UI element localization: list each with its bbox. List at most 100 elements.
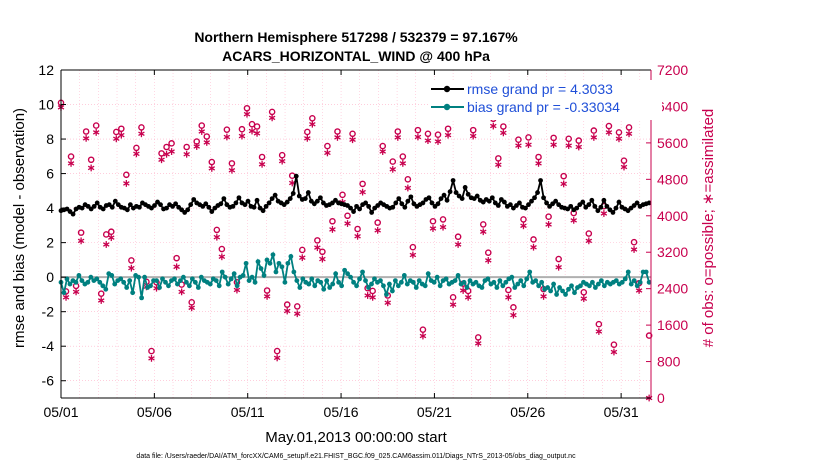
bias-series-point <box>398 279 404 285</box>
bias-series-point <box>401 273 407 278</box>
rmse-series-point <box>91 203 97 209</box>
bias-series-point <box>279 264 285 270</box>
obs-assimilated-point <box>615 135 623 143</box>
obs-possible-point <box>580 289 588 296</box>
y-left-tick-label: 12 <box>38 62 54 78</box>
y-right-tick-label: 4000 <box>657 208 688 224</box>
rmse-series-point <box>127 202 133 208</box>
bias-series-point <box>369 281 374 287</box>
obs-possible-point <box>595 320 603 328</box>
rmse-series-point <box>209 209 215 214</box>
obs-assimilated-point <box>123 180 130 187</box>
obs-assimilated-point <box>600 210 608 217</box>
obs-assimilated-point <box>314 244 321 252</box>
obs-assimilated-point <box>359 188 366 196</box>
bias-series-point <box>154 278 159 284</box>
obs-assimilated-point <box>515 142 522 150</box>
bias-series-point <box>183 279 189 285</box>
obs-possible-point <box>112 128 120 136</box>
obs-possible-point <box>183 143 190 151</box>
y-axis-left-label: rmse and bias (model - observation) <box>11 108 28 348</box>
bias-series-point <box>628 281 634 287</box>
bias-series-point <box>360 269 365 275</box>
obs-possible-point <box>203 133 211 140</box>
obs-assimilated-point <box>384 299 392 307</box>
bias-series-point <box>103 286 109 292</box>
x-tick-label: 05/26 <box>510 404 545 420</box>
obs-possible-point <box>133 144 140 152</box>
bias-series-point <box>64 276 70 282</box>
obs-assimilated-point <box>635 287 643 294</box>
legend-rmse-label: rmse grand pr = 4.3033 <box>467 81 613 97</box>
obs-assimilated-point <box>369 293 376 301</box>
rmse-series-point <box>218 201 224 207</box>
obs-assimilated-point <box>364 292 371 299</box>
obs-possible-point <box>158 150 165 157</box>
obs-possible-point <box>77 229 85 236</box>
obs-assimilated-point <box>374 226 381 234</box>
bias-series-point <box>312 283 318 289</box>
legend-bias-label: bias grand pr = -0.33034 <box>467 99 620 115</box>
y-right-tick-label: 5600 <box>657 135 688 151</box>
bias-series-point <box>425 271 431 277</box>
obs-possible-point <box>359 180 366 188</box>
bias-series-point <box>321 286 327 292</box>
y-left-tick-label: 2 <box>46 235 54 251</box>
rmse-series-point <box>532 195 537 201</box>
rmse-series-point <box>495 203 501 208</box>
obs-assimilated-point <box>479 228 487 236</box>
y-right-tick-label: 1600 <box>657 317 688 333</box>
rmse-series-point <box>399 201 405 207</box>
bias-series-point <box>195 285 201 290</box>
obs-assimilated-point <box>505 293 512 301</box>
obs-assimilated-point <box>535 159 542 167</box>
obs-assimilated-point <box>605 129 613 136</box>
rmse-series-point <box>517 200 522 206</box>
rmse-series-point <box>185 207 191 213</box>
obs-assimilated-point <box>520 222 527 230</box>
bias-series-point <box>333 271 339 277</box>
rmse-series-point <box>553 198 559 204</box>
obs-possible-point <box>253 123 261 130</box>
bias-series-point <box>294 278 300 284</box>
obs-assimilated-point <box>474 339 482 347</box>
bias-series-point <box>216 283 222 289</box>
bias-series-point <box>521 283 527 289</box>
legend-rmse-marker <box>443 85 451 93</box>
rmse-series-point <box>535 190 540 195</box>
rmse-series-point <box>408 194 414 200</box>
bias-series-point <box>563 292 568 297</box>
y-left-tick-label: -6 <box>42 373 55 389</box>
rmse-series-point <box>393 200 399 206</box>
bias-series-point <box>503 279 509 285</box>
obs-assimilated-point <box>268 114 276 122</box>
obs-possible-point <box>449 294 457 301</box>
obs-possible-point <box>645 332 653 339</box>
bias-series-point <box>518 278 524 284</box>
obs-assimilated-point <box>278 157 286 165</box>
rmse-series-point <box>429 200 435 206</box>
axes <box>60 69 652 399</box>
bias-series-point <box>198 274 204 280</box>
bias-series-point <box>592 285 598 290</box>
chart-title-line1: Northern Hemisphere 517298 / 532379 = 97… <box>194 29 518 45</box>
obs-possible-point <box>424 130 432 138</box>
bias-series-point <box>267 260 273 266</box>
legend-box <box>430 80 662 120</box>
obs-possible-point <box>535 153 542 161</box>
rmse-series-point <box>538 178 543 183</box>
bias-series-point <box>121 279 127 285</box>
obs-possible-point <box>409 243 417 251</box>
obs-possible-point <box>283 301 291 308</box>
bias-series-point <box>524 276 530 282</box>
bias-series-point <box>291 269 297 275</box>
rmse-series-point <box>405 198 411 204</box>
rmse-series-point <box>604 203 610 209</box>
bias-series-point <box>246 278 252 284</box>
y-left-tick-label: 6 <box>46 166 54 182</box>
rmse-series-point <box>441 192 447 198</box>
obs-possible-point <box>304 128 311 136</box>
obs-assimilated-point <box>585 237 593 245</box>
obs-possible-point <box>575 137 583 144</box>
